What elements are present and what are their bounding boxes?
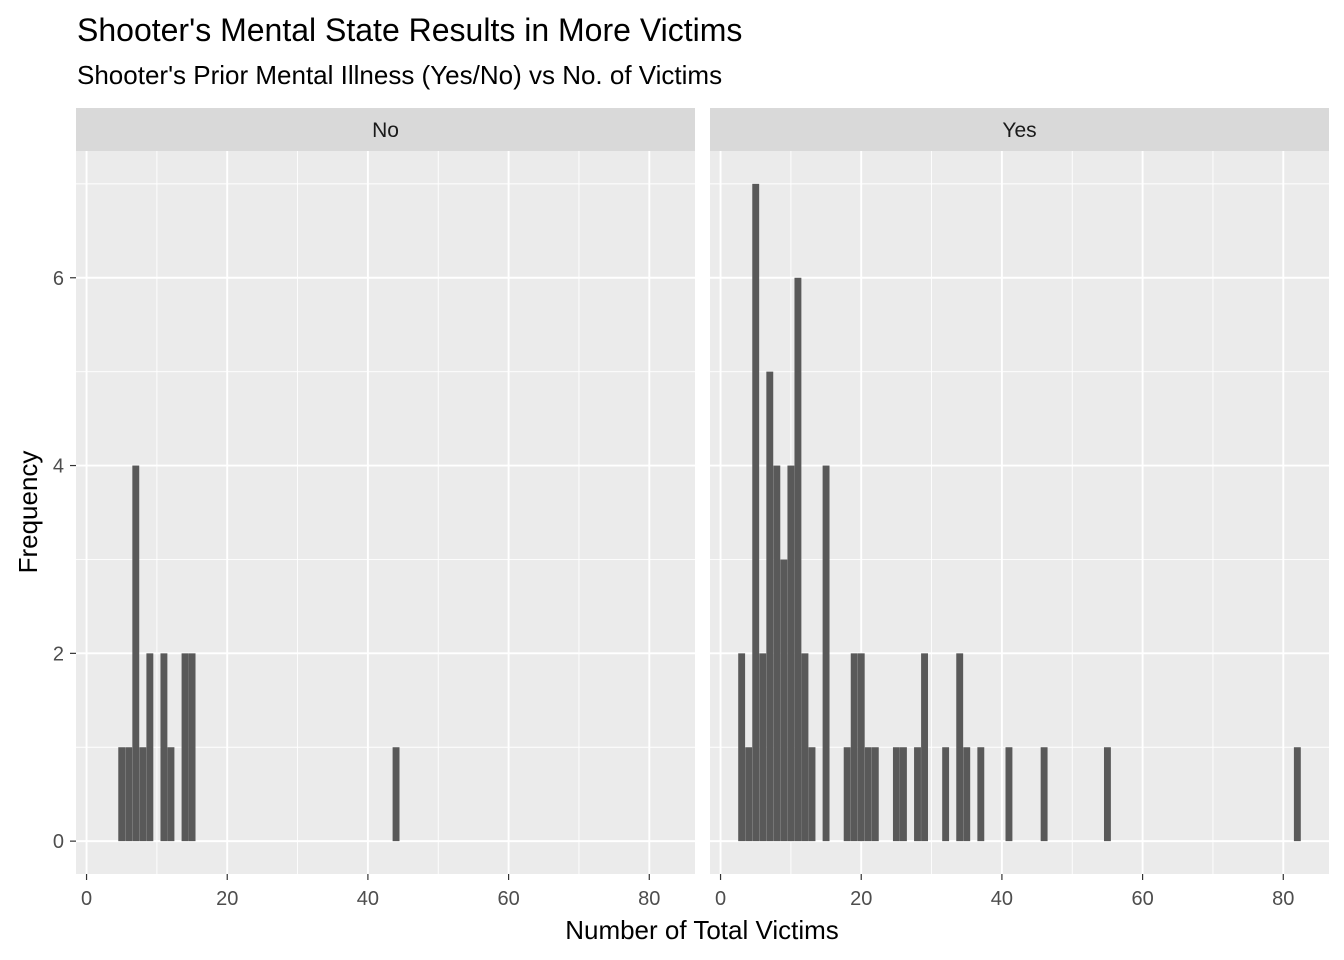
- histogram-bar: [787, 465, 795, 842]
- histogram-bar: [914, 747, 921, 842]
- facet-strip: [710, 108, 1329, 151]
- y-axis-title: Frequency: [13, 451, 43, 574]
- histogram-bar: [857, 653, 865, 842]
- histogram-bar: [963, 747, 971, 842]
- histogram-bar: [1103, 747, 1111, 842]
- histogram-bar: [794, 277, 802, 842]
- histogram-bar: [921, 653, 928, 842]
- histogram-bar: [392, 747, 400, 842]
- histogram-bar: [146, 653, 154, 842]
- histogram-bar: [780, 559, 788, 842]
- histogram-bar: [132, 465, 140, 842]
- histogram-bar: [864, 747, 872, 842]
- y-tick-label: 4: [53, 456, 64, 478]
- x-tick-label: 0: [81, 888, 92, 910]
- histogram-bar: [808, 747, 816, 842]
- histogram-bar: [738, 653, 746, 842]
- x-tick-label: 20: [850, 888, 872, 910]
- x-tick-label: 20: [216, 888, 238, 910]
- histogram-bar: [843, 747, 851, 842]
- histogram-bar: [942, 747, 950, 842]
- x-tick-label: 60: [497, 888, 519, 910]
- x-tick-label: 0: [715, 888, 726, 910]
- x-axis-title: Number of Total Victims: [565, 915, 839, 945]
- facet-strip-label: No: [372, 119, 399, 142]
- histogram-bar: [139, 747, 147, 842]
- chart-title: Shooter's Mental State Results in More V…: [77, 12, 742, 48]
- histogram-bar: [1293, 747, 1301, 842]
- histogram-bar: [850, 653, 858, 842]
- chart-subtitle: Shooter's Prior Mental Illness (Yes/No) …: [77, 60, 722, 90]
- x-tick-label: 80: [638, 888, 660, 910]
- histogram-bar: [167, 747, 175, 842]
- histogram-bar: [822, 465, 830, 842]
- facet-panel-no: No 0 20 40 60 80 0 2 4 6: [53, 108, 695, 910]
- histogram-bar: [899, 747, 907, 842]
- histogram-bar: [745, 747, 753, 842]
- x-tick-label: 60: [1131, 888, 1153, 910]
- facet-panels: No 0 20 40 60 80 0 2 4 6 Yes 0 20 40 60 80: [53, 108, 1329, 910]
- x-tick-label: 40: [991, 888, 1013, 910]
- histogram-bar: [773, 465, 781, 842]
- histogram-bar: [759, 653, 767, 842]
- histogram-bar: [118, 747, 126, 842]
- y-tick-label: 0: [53, 831, 64, 853]
- facet-strip-label: Yes: [1002, 119, 1036, 142]
- histogram-bar: [956, 653, 964, 842]
- histogram-bar: [1040, 747, 1048, 842]
- histogram-bar: [892, 747, 900, 842]
- histogram-bar: [977, 747, 985, 842]
- facet-strip: [76, 108, 695, 151]
- x-tick-label: 80: [1272, 888, 1294, 910]
- histogram-bar: [752, 183, 760, 842]
- panel-background: [76, 151, 695, 874]
- y-tick-label: 2: [53, 643, 64, 665]
- histogram-bar: [125, 747, 133, 842]
- histogram-bar: [188, 653, 196, 842]
- histogram-bar: [1005, 747, 1013, 842]
- y-tick-label: 6: [53, 268, 64, 290]
- histogram-bar: [160, 653, 168, 842]
- histogram-bar: [766, 371, 774, 842]
- histogram-bar: [871, 747, 879, 842]
- facet-panel-yes: Yes 0 20 40 60 80: [710, 108, 1329, 910]
- x-tick-label: 40: [357, 888, 379, 910]
- histogram-bar: [801, 653, 809, 842]
- histogram-bar: [181, 653, 189, 842]
